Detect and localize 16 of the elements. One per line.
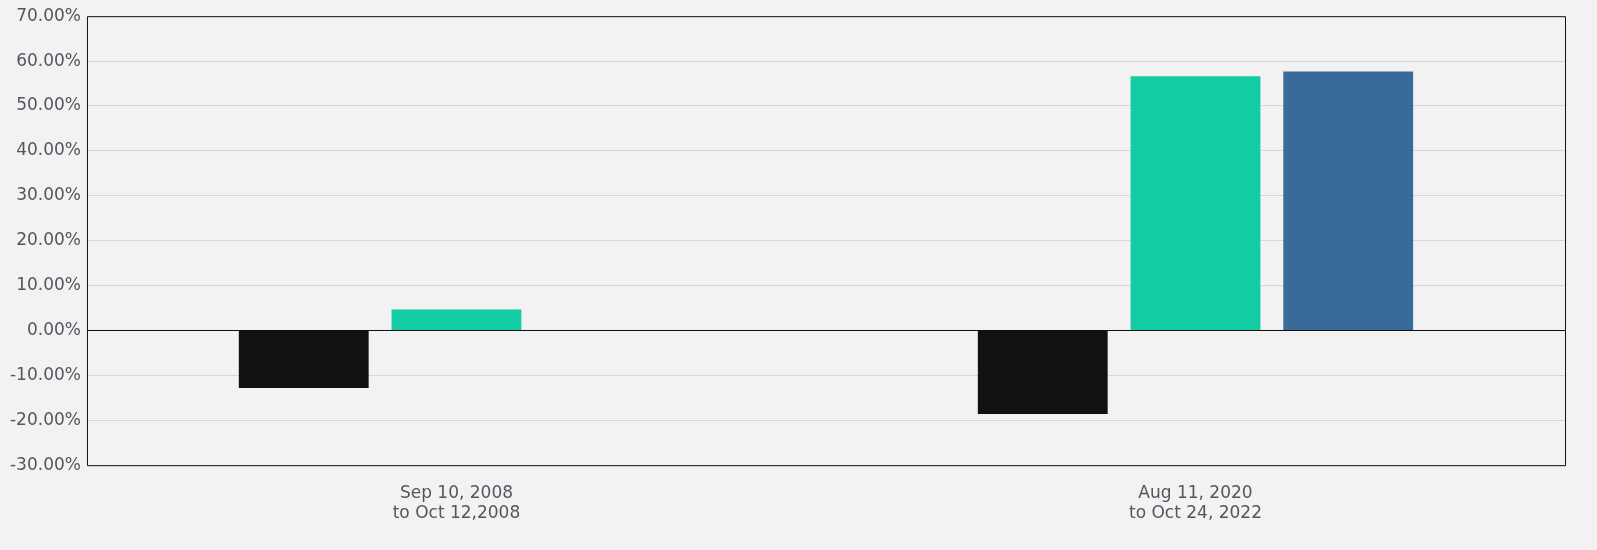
bar <box>391 309 522 330</box>
y-tick-label: 20.00% <box>16 229 81 250</box>
bar <box>1130 76 1261 330</box>
y-tick-label: 50.00% <box>16 94 81 115</box>
y-tick-label: -30.00% <box>9 453 81 474</box>
y-tick-label: 0.00% <box>26 318 81 339</box>
bar <box>1283 71 1414 330</box>
x-tick-label: Aug 11, 2020 to Oct 24, 2022 <box>1129 481 1262 523</box>
x-tick-label: Sep 10, 2008 to Oct 12,2008 <box>392 481 521 523</box>
y-tick-label: 60.00% <box>16 49 81 70</box>
y-tick-label: -10.00% <box>9 363 81 384</box>
y-tick-label: 30.00% <box>16 184 81 205</box>
y-tick-label: -20.00% <box>9 408 81 429</box>
y-tick-label: 10.00% <box>16 274 81 295</box>
y-tick-label: 70.00% <box>16 4 81 25</box>
y-tick-label: 40.00% <box>16 139 81 160</box>
